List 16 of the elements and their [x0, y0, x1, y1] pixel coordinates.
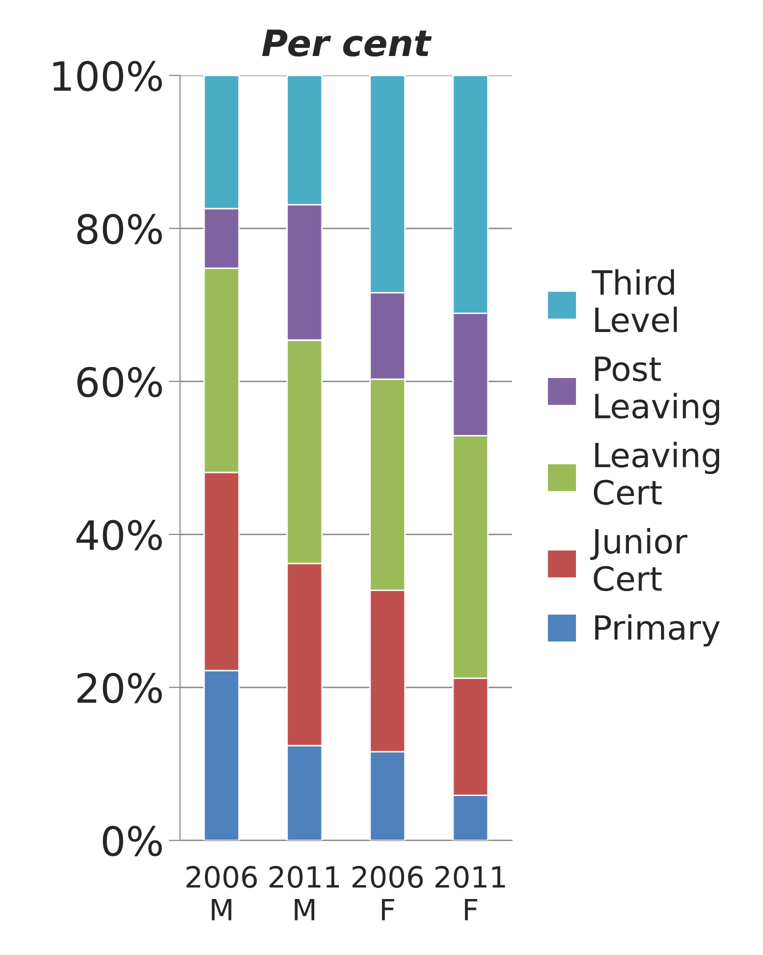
- y-tick-label: 80%: [77, 214, 162, 244]
- legend-label: Junior Cert: [590, 528, 688, 592]
- x-tick-label: 2006 F: [352, 866, 423, 920]
- y-tick-label: 40%: [76, 520, 162, 550]
- y-tick-label: 100%: [53, 60, 162, 92]
- legend-label: Primary: [595, 614, 720, 647]
- legend-label: Third Level: [592, 269, 677, 332]
- y-tick-label: 60%: [77, 366, 162, 398]
- x-tick-label: 2011 F: [436, 866, 505, 920]
- y-tick-label: 20%: [78, 672, 162, 704]
- x-tick-label: 2006 M: [186, 866, 257, 920]
- x-tick-label: 2011 M: [270, 866, 339, 920]
- chart-title: Per cent: [262, 30, 432, 57]
- legend-label: Leaving Cert: [594, 442, 720, 505]
- y-tick-label: 0%: [102, 826, 162, 856]
- legend-label: Post Leaving: [595, 356, 720, 426]
